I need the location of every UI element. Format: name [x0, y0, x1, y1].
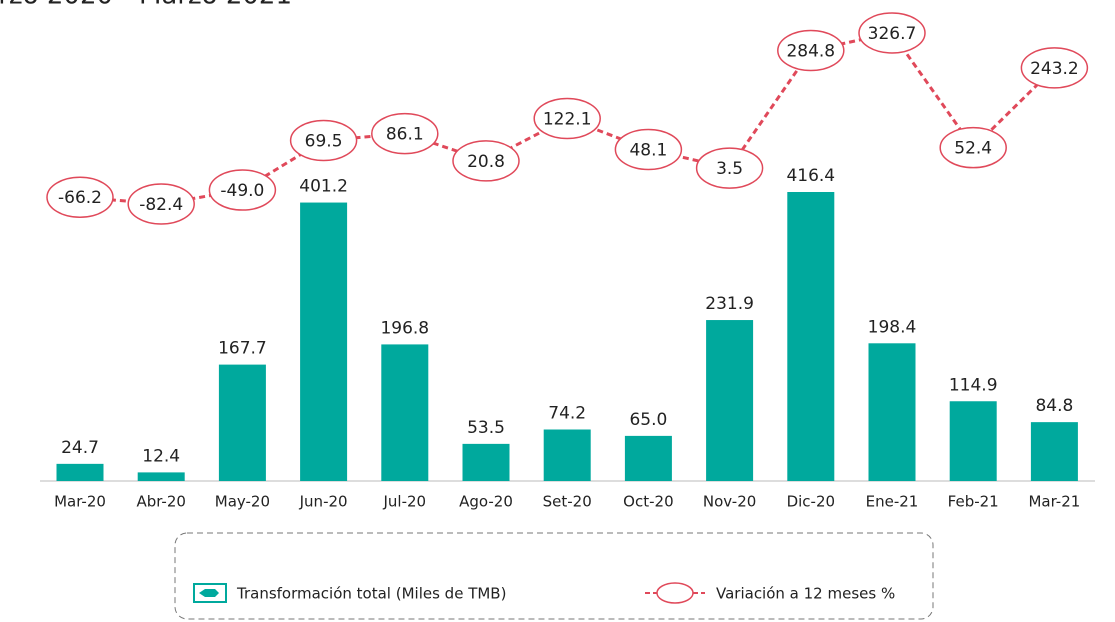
legend-fish-icon [199, 589, 219, 597]
bar [543, 429, 591, 481]
bar [137, 472, 185, 481]
variation-marker [127, 183, 195, 225]
variation-marker [858, 12, 926, 54]
variation-value-label: 69.5 [305, 132, 343, 152]
bar [624, 435, 672, 481]
variation-marker [695, 147, 764, 189]
bar-value-label: 198.4 [868, 317, 917, 337]
bar [381, 344, 429, 481]
bar-value-label: 24.7 [61, 438, 99, 458]
variation-value-label: 86.1 [386, 125, 424, 145]
variation-marker [208, 169, 277, 211]
x-tick-label: Set-20 [543, 493, 592, 511]
bar-value-label: 167.7 [218, 339, 267, 359]
x-tick-label: Jul-20 [382, 493, 426, 511]
variation-value-label: 52.4 [954, 139, 992, 159]
variation-marker [533, 97, 601, 140]
x-tick-label: Feb-21 [948, 493, 999, 511]
x-tick-label: Nov-20 [703, 493, 756, 511]
bar-value-label: 416.4 [786, 166, 835, 186]
bar-value-label: 114.9 [949, 375, 998, 395]
variation-value-label: -49.0 [220, 181, 264, 201]
x-tick-label: Mar-20 [54, 493, 106, 511]
bar [300, 202, 348, 481]
bar [462, 443, 510, 481]
variation-marker [289, 119, 358, 162]
x-tick-label: Dic-20 [787, 493, 835, 511]
legend-label: Variación a 12 meses % [716, 585, 895, 603]
x-tick-label: Jun-20 [299, 493, 348, 511]
variation-value-label: 284.8 [786, 42, 835, 62]
bar [787, 192, 835, 481]
variation-value-label: 48.1 [629, 140, 667, 160]
x-tick-label: Ene-21 [866, 493, 919, 511]
variation-marker [1020, 47, 1089, 89]
bar-value-label: 53.5 [467, 418, 505, 438]
bar-value-label: 401.2 [299, 177, 348, 197]
bar [868, 343, 916, 481]
bar [1030, 422, 1078, 481]
bar [949, 401, 997, 481]
bar-value-label: 74.2 [548, 404, 586, 424]
variation-value-label: 3.5 [716, 159, 743, 179]
variation-value-label: 326.7 [868, 24, 917, 44]
bar-value-label: 12.4 [142, 446, 180, 466]
variation-marker [371, 112, 439, 155]
variation-value-label: 243.2 [1030, 59, 1079, 79]
variation-value-label: 122.1 [543, 110, 592, 130]
bar [56, 463, 104, 481]
variation-marker [614, 128, 683, 171]
legend-label: Transformación total (Miles de TMB) [236, 585, 506, 603]
legend-ellipse-icon [656, 582, 694, 604]
x-tick-label: Abr-20 [136, 493, 186, 511]
legend-box [174, 532, 934, 620]
variation-value-label: 20.8 [467, 152, 505, 172]
variation-marker [46, 176, 114, 218]
variation-marker [452, 140, 520, 182]
variation-marker [939, 126, 1007, 169]
bar-value-label: 231.9 [705, 294, 754, 314]
bar-value-label: 84.8 [1035, 396, 1073, 416]
x-tick-label: May-20 [215, 493, 270, 511]
bar-value-label: 196.8 [380, 318, 429, 338]
bar [706, 320, 754, 481]
bar [218, 364, 266, 481]
variation-value-label: -66.2 [58, 188, 102, 208]
x-tick-label: Oct-20 [623, 493, 673, 511]
x-tick-label: Ago-20 [459, 493, 513, 511]
chart-title: Marzo 2020 - Marzo 2021 [0, 0, 292, 11]
x-tick-label: Mar-21 [1028, 493, 1080, 511]
variation-value-label: -82.4 [139, 195, 183, 215]
bar-value-label: 65.0 [629, 410, 667, 430]
legend-bar-icon [193, 583, 227, 603]
variation-marker [777, 29, 845, 72]
